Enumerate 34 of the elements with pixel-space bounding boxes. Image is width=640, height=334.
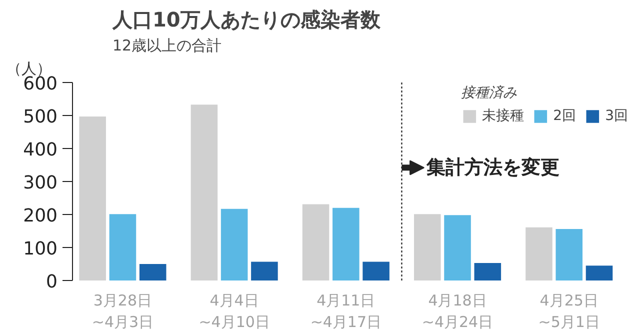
bar — [251, 262, 278, 280]
bar — [109, 214, 136, 280]
x-tick-label: 4月18日 ~4月24日 — [422, 292, 494, 332]
chart-title: 人口10万人あたりの感染者数 — [112, 8, 382, 32]
y-tick-label: 100 — [23, 238, 58, 260]
legend-label: 2回 — [553, 107, 576, 125]
bar — [414, 214, 441, 280]
bar — [586, 266, 613, 280]
x-tick-label: 3月28日 ~4月3日 — [92, 292, 154, 332]
x-tick-label: 4月25日 ~5月1日 — [538, 292, 600, 332]
bar — [474, 263, 502, 280]
legend-title: 接種済み — [461, 84, 518, 102]
chart-subtitle: 12歳以上の合計 — [112, 36, 222, 54]
y-tick-label: 200 — [23, 206, 58, 226]
bar — [220, 208, 248, 280]
y-axis-title: （人） — [6, 60, 52, 78]
legend-label: 3回 — [605, 107, 628, 125]
bar — [79, 116, 106, 280]
y-tick-label: 0 — [46, 272, 58, 292]
bar — [139, 264, 166, 280]
bar — [362, 262, 390, 280]
x-tick-label: 4月11日 ~4月17日 — [310, 292, 382, 332]
bar — [556, 229, 583, 280]
y-tick-label: 500 — [23, 106, 58, 128]
y-tick-label: 300 — [23, 172, 58, 194]
y-tick-label: 400 — [23, 140, 58, 160]
bar — [190, 104, 218, 280]
annotation: 集計方法を変更 — [425, 156, 560, 179]
bar — [332, 208, 360, 280]
x-tick-label: 4月4日 ~4月10日 — [198, 292, 270, 332]
bar — [526, 227, 552, 280]
legend-label: 未接種 — [482, 107, 524, 125]
bar — [302, 204, 330, 280]
bar — [444, 215, 471, 280]
